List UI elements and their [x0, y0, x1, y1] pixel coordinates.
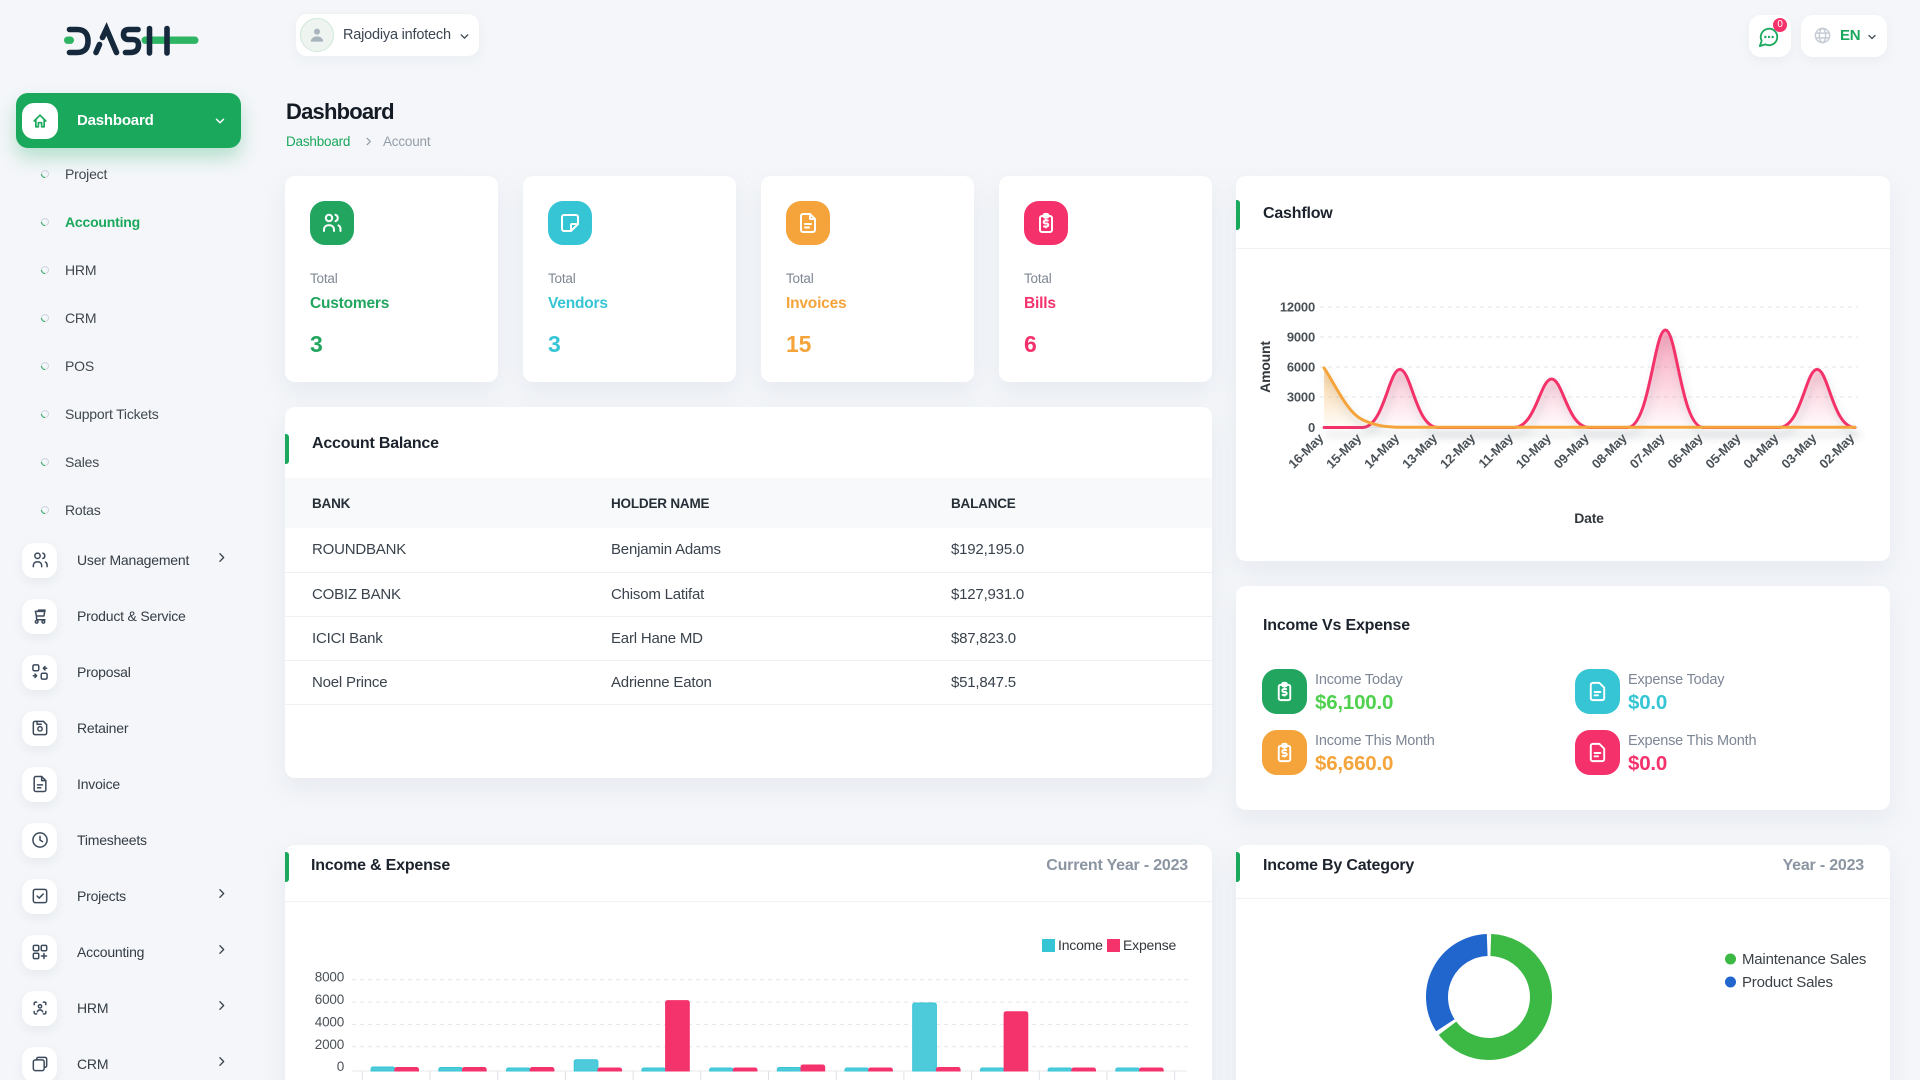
svg-text:16-May: 16-May — [1285, 430, 1327, 472]
svg-text:6000: 6000 — [315, 992, 344, 1007]
svg-text:4000: 4000 — [315, 1014, 344, 1029]
svg-text:9000: 9000 — [1287, 330, 1315, 345]
svg-text:0: 0 — [1308, 420, 1315, 435]
svg-text:12-May: 12-May — [1437, 430, 1479, 472]
svg-text:03-May: 03-May — [1778, 430, 1820, 472]
svg-text:12000: 12000 — [1280, 300, 1315, 315]
svg-text:09-May: 09-May — [1551, 430, 1593, 472]
svg-text:Expense: Expense — [1123, 937, 1176, 953]
svg-text:15-May: 15-May — [1323, 430, 1365, 472]
svg-text:Maintenance Sales: Maintenance Sales — [1742, 951, 1866, 968]
svg-text:11-May: 11-May — [1475, 430, 1516, 471]
svg-text:Product Sales: Product Sales — [1742, 974, 1833, 991]
svg-text:04-May: 04-May — [1740, 430, 1782, 472]
svg-text:6000: 6000 — [1287, 360, 1315, 375]
svg-text:14-May: 14-May — [1361, 430, 1403, 472]
svg-text:07-May: 07-May — [1627, 430, 1669, 472]
svg-text:2000: 2000 — [315, 1037, 344, 1052]
svg-text:3000: 3000 — [1287, 390, 1315, 405]
svg-text:10-May: 10-May — [1513, 430, 1555, 472]
svg-text:Income: Income — [1058, 937, 1103, 953]
svg-text:05-May: 05-May — [1702, 430, 1744, 472]
svg-text:0: 0 — [337, 1059, 344, 1074]
svg-text:Date: Date — [1574, 510, 1604, 526]
svg-text:08-May: 08-May — [1589, 430, 1631, 472]
svg-text:Amount: Amount — [1257, 341, 1273, 393]
svg-text:13-May: 13-May — [1399, 430, 1441, 472]
svg-text:02-May: 02-May — [1816, 430, 1858, 472]
svg-text:8000: 8000 — [315, 970, 344, 985]
svg-text:06-May: 06-May — [1664, 430, 1706, 472]
